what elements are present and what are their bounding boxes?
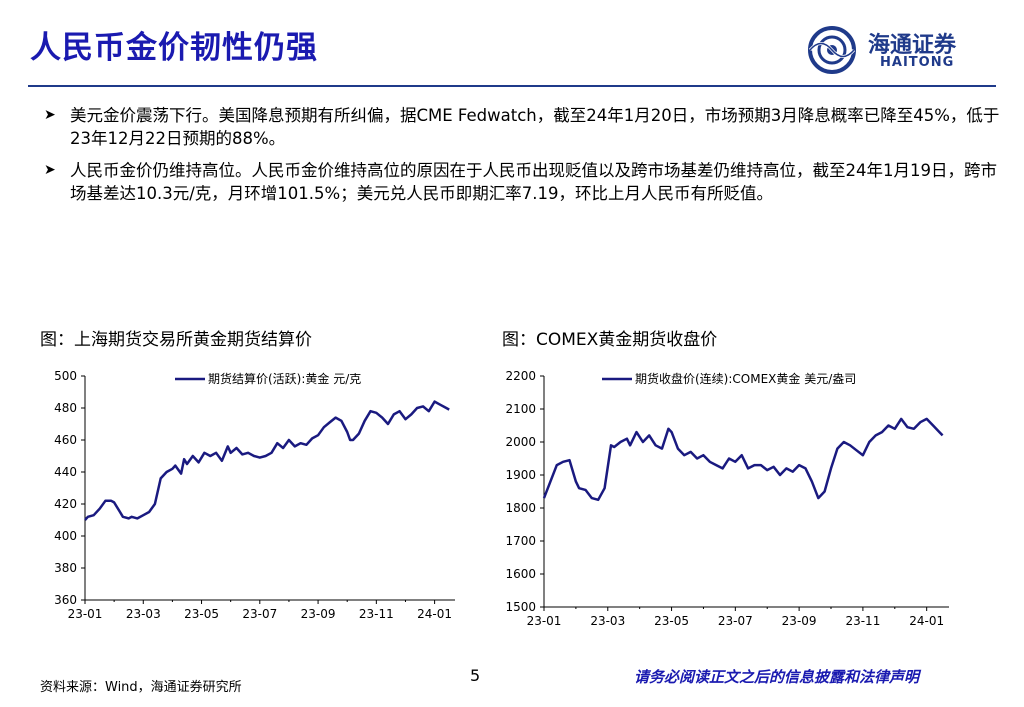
x-tick-label: 24-01 [909, 614, 944, 628]
series-line [84, 400, 450, 521]
y-tick-label: 1800 [505, 501, 536, 515]
bullet-text: 美元金价震荡下行。美国降息预期有所纠偏，据CME Fedwatch，截至24年1… [70, 106, 1000, 148]
y-tick-label: 420 [54, 497, 77, 511]
x-tick-label: 23-09 [782, 614, 817, 628]
arrow-bullet-icon: ➤ [44, 107, 56, 123]
x-tick-label: 23-11 [845, 614, 880, 628]
legend-label: 期货收盘价(连续):COMEX黄金 美元/盎司 [635, 371, 856, 386]
y-tick-label: 1900 [505, 468, 536, 482]
y-tick-label: 1700 [505, 534, 536, 548]
y-tick-label: 2100 [505, 402, 536, 416]
y-tick-label: 380 [54, 561, 77, 575]
y-tick-label: 1500 [505, 600, 536, 614]
chart-caption-right: 图：COMEX黄金期货收盘价 [502, 330, 718, 350]
bullet-text: 人民币金价仍维持高位。人民币金价维持高位的原因在于人民币出现贬值以及跨市场基差仍… [70, 161, 997, 203]
legend-label: 期货结算价(活跃):黄金 元/克 [208, 371, 361, 386]
y-tick-label: 2000 [505, 435, 536, 449]
y-tick-label: 1600 [505, 567, 536, 581]
bullet-item-usd-gold: ➤ 美元金价震荡下行。美国降息预期有所纠偏，据CME Fedwatch，截至24… [44, 104, 1004, 150]
x-tick-label: 23-01 [527, 614, 562, 628]
x-tick-label: 23-11 [359, 607, 394, 621]
x-tick-label: 23-07 [718, 614, 753, 628]
chart-shfe-gold: 360 380 400 420 440 460 480 500 23-01 23-03 23-05 2… [54, 369, 455, 621]
x-tick-label: 23-09 [301, 607, 336, 621]
y-tick-label: 460 [54, 433, 77, 447]
y-tick-label: 360 [54, 593, 77, 607]
series-line [542, 417, 944, 502]
y-tick-label: 480 [54, 401, 77, 415]
x-tick-label: 24-01 [417, 607, 452, 621]
haitong-logo-icon [808, 26, 856, 74]
y-tick-label: 2200 [505, 369, 536, 383]
source-note: 资料来源：Wind，海通证券研究所 [40, 680, 242, 695]
bullet-list: ➤ 美元金价震荡下行。美国降息预期有所纠偏，据CME Fedwatch，截至24… [44, 104, 1004, 214]
x-tick-label: 23-03 [126, 607, 161, 621]
page-number: 5 [470, 666, 481, 685]
page-title: 人民币金价韧性仍强 [30, 30, 318, 66]
x-tick-label: 23-07 [242, 607, 277, 621]
logo-text-cn: 海通证券 [868, 32, 957, 58]
x-tick-label: 23-03 [590, 614, 625, 628]
chart-comex-gold: 1500 1600 1700 1800 1900 2000 2100 2200 23-01 23-… [505, 369, 949, 628]
y-tick-label: 400 [54, 529, 77, 543]
title-divider [28, 85, 996, 87]
x-tick-label: 23-05 [184, 607, 219, 621]
bullet-item-cny-gold: ➤ 人民币金价仍维持高位。人民币金价维持高位的原因在于人民币出现贬值以及跨市场基… [44, 159, 1004, 205]
logo-text-en: HAITONG [880, 55, 955, 70]
chart-caption-left: 图：上海期货交易所黄金期货结算价 [40, 330, 312, 350]
y-tick-label: 440 [54, 465, 77, 479]
legal-notice: 请务必阅读正文之后的信息披露和法律声明 [634, 668, 920, 686]
y-tick-label: 500 [54, 369, 77, 383]
arrow-bullet-icon: ➤ [44, 162, 56, 178]
company-logo: 海通证券 HAITONG [806, 25, 986, 75]
x-tick-label: 23-05 [654, 614, 689, 628]
x-tick-label: 23-01 [68, 607, 103, 621]
